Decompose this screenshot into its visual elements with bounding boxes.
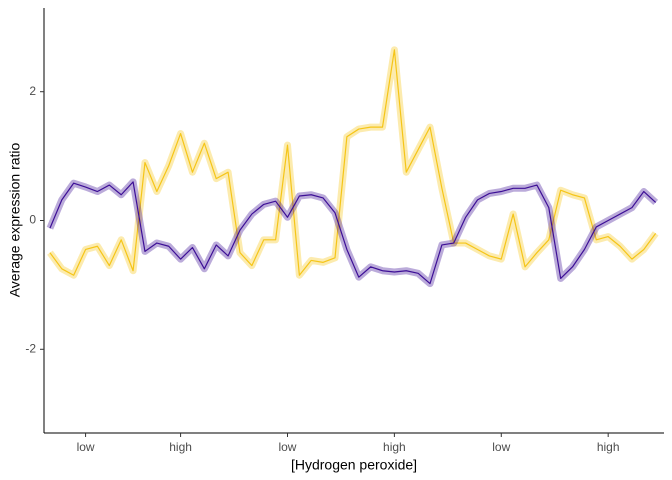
x-tick-label: high <box>597 440 620 454</box>
line <box>49 49 657 276</box>
line <box>49 181 657 285</box>
x-tick-label: low <box>492 440 510 454</box>
x-tick-label: high <box>169 440 192 454</box>
x-tick-label: low <box>77 440 95 454</box>
y-tick-label: 0 <box>29 213 36 227</box>
x-tick-label: high <box>383 440 406 454</box>
y-tick-label: -2 <box>25 341 36 355</box>
y-tick-label: 2 <box>29 84 36 98</box>
x-axis-title: [Hydrogen peroxide] <box>291 457 417 473</box>
x-tick-label: low <box>278 440 296 454</box>
y-axis-title: Average expression ratio <box>7 142 23 297</box>
